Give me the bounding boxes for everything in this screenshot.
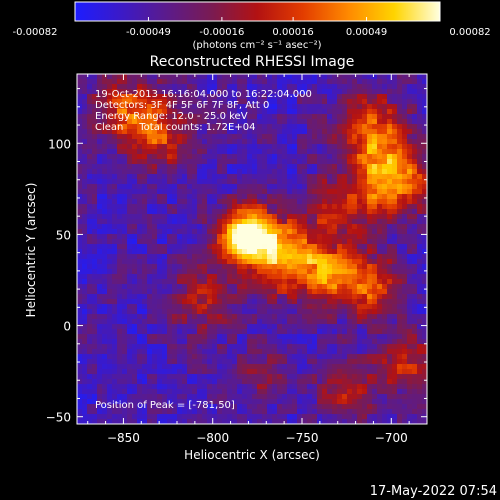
colorbar-tick-label: 0.00049 <box>346 27 387 38</box>
axis-ticks: −850 −800 −750 −700 −50 0 50 100 <box>46 74 428 445</box>
x-tick-label: −850 <box>107 431 140 445</box>
colorbar-units-label: (photons cm⁻² s⁻¹ asec⁻²) <box>192 40 321 51</box>
colorbar-tick-label: -0.00049 <box>126 27 171 38</box>
x-axis-label: Heliocentric X (arcsec) <box>184 448 320 462</box>
y-tick-label: −50 <box>46 411 71 425</box>
colorbar-tick-label: 0.00016 <box>272 27 313 38</box>
x-tick-label: −750 <box>286 431 319 445</box>
chart-title: Reconstructed RHESSI Image <box>150 54 355 70</box>
annotation-detectors: Detectors: 3F 4F 5F 6F 7F 8F, Att 0 <box>95 100 269 111</box>
peak-position-label: Position of Peak = [-781,50] <box>95 400 235 411</box>
annotation-time-range: 19-Oct-2013 16:16:04.000 to 16:22:04.000 <box>95 89 312 100</box>
colorbar-tick-label: 0.00082 <box>449 27 490 38</box>
footer-timestamp: 17-May-2022 07:54 <box>370 484 497 499</box>
colorbar-ticks: -0.00082 -0.00049 -0.00016 0.00016 0.00049 0.… <box>13 17 491 38</box>
x-tick-label: −800 <box>196 431 229 445</box>
x-tick-label: −700 <box>375 431 408 445</box>
heatmap-image <box>77 74 427 424</box>
colorbar <box>74 1 441 22</box>
annotation-clean-total-counts: Clean Total counts: 1.72E+04 <box>95 122 255 133</box>
annotation-energy-range: Energy Range: 12.0 - 25.0 keV <box>95 111 248 122</box>
plot-frame <box>76 73 428 425</box>
colorbar-tick-label: -0.00082 <box>13 27 58 38</box>
y-axis-label: Heliocentric Y (arcsec) <box>24 183 38 318</box>
colorbar-tick-label: -0.00016 <box>199 27 244 38</box>
y-tick-label: 100 <box>48 137 71 151</box>
y-tick-label: 50 <box>56 228 71 242</box>
y-tick-label: 0 <box>63 320 71 334</box>
